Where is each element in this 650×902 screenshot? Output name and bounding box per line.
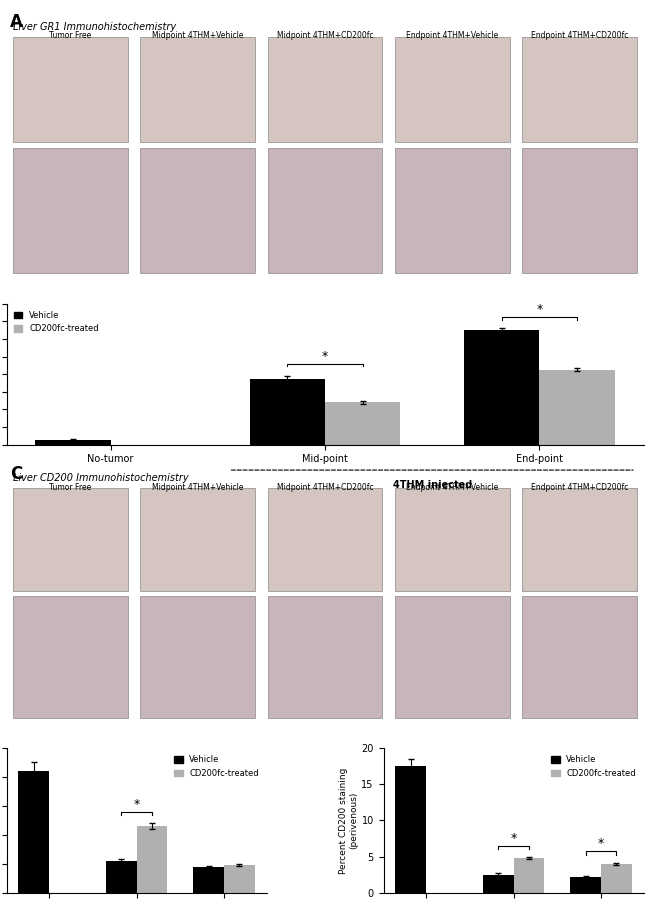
Text: Liver CD200 Immunohistochemistry: Liver CD200 Immunohistochemistry	[13, 474, 188, 483]
FancyBboxPatch shape	[268, 488, 382, 591]
Text: Midpoint 4THM+Vehicle: Midpoint 4THM+Vehicle	[152, 32, 243, 41]
Bar	[224, 865, 255, 893]
Text: Endpoint 4THM+CD200fc: Endpoint 4THM+CD200fc	[531, 483, 629, 492]
Legend: Vehicle, CD200fc-treated: Vehicle, CD200fc-treated	[548, 752, 640, 781]
Bar	[18, 771, 49, 893]
Text: Liver GR1 Immunohistochemistry: Liver GR1 Immunohistochemistry	[13, 22, 176, 32]
Text: *: *	[133, 798, 140, 811]
Legend: Vehicle, CD200fc-treated: Vehicle, CD200fc-treated	[171, 752, 263, 781]
FancyBboxPatch shape	[395, 596, 510, 718]
FancyBboxPatch shape	[523, 488, 637, 591]
Bar	[250, 379, 325, 445]
FancyBboxPatch shape	[140, 37, 255, 143]
Y-axis label: Percent CD200 staining
(perivenous): Percent CD200 staining (perivenous)	[339, 768, 359, 874]
FancyBboxPatch shape	[268, 596, 382, 718]
Text: C: C	[10, 465, 22, 483]
Bar	[36, 440, 111, 445]
FancyBboxPatch shape	[13, 37, 127, 143]
Bar	[136, 826, 167, 893]
FancyBboxPatch shape	[395, 148, 510, 273]
FancyBboxPatch shape	[140, 596, 255, 718]
FancyBboxPatch shape	[395, 37, 510, 143]
FancyBboxPatch shape	[523, 596, 637, 718]
Text: *: *	[536, 303, 543, 316]
FancyBboxPatch shape	[268, 148, 382, 273]
Text: A: A	[10, 14, 23, 32]
Text: Endpoint 4THM+CD200fc: Endpoint 4THM+CD200fc	[531, 32, 629, 41]
Text: 4THM injected: 4THM injected	[393, 480, 472, 490]
Text: Tumor Free: Tumor Free	[49, 483, 91, 492]
Bar	[601, 864, 632, 893]
Bar	[106, 861, 136, 893]
Bar	[194, 867, 224, 893]
FancyBboxPatch shape	[523, 148, 637, 273]
Text: *: *	[322, 350, 328, 363]
Text: Midpoint 4THM+Vehicle: Midpoint 4THM+Vehicle	[152, 483, 243, 492]
Bar	[483, 875, 514, 893]
Text: Midpoint 4THM+CD200fc: Midpoint 4THM+CD200fc	[277, 32, 373, 41]
FancyBboxPatch shape	[140, 148, 255, 273]
Text: Endpoint 4THM+Vehicle: Endpoint 4THM+Vehicle	[406, 483, 499, 492]
Text: *: *	[598, 837, 604, 851]
FancyBboxPatch shape	[268, 37, 382, 143]
Legend: Vehicle, CD200fc-treated: Vehicle, CD200fc-treated	[10, 308, 102, 336]
Bar	[325, 402, 400, 445]
Bar	[540, 370, 614, 445]
Bar	[395, 766, 426, 893]
Text: Tumor Free: Tumor Free	[49, 32, 91, 41]
FancyBboxPatch shape	[13, 596, 127, 718]
Text: *: *	[510, 833, 517, 845]
Bar	[464, 330, 540, 445]
Text: Endpoint 4THM+Vehicle: Endpoint 4THM+Vehicle	[406, 32, 499, 41]
Text: Midpoint 4THM+CD200fc: Midpoint 4THM+CD200fc	[277, 483, 373, 492]
FancyBboxPatch shape	[140, 488, 255, 591]
FancyBboxPatch shape	[13, 488, 127, 591]
FancyBboxPatch shape	[395, 488, 510, 591]
Bar	[571, 877, 601, 893]
FancyBboxPatch shape	[13, 148, 127, 273]
FancyBboxPatch shape	[523, 37, 637, 143]
Bar	[514, 858, 544, 893]
